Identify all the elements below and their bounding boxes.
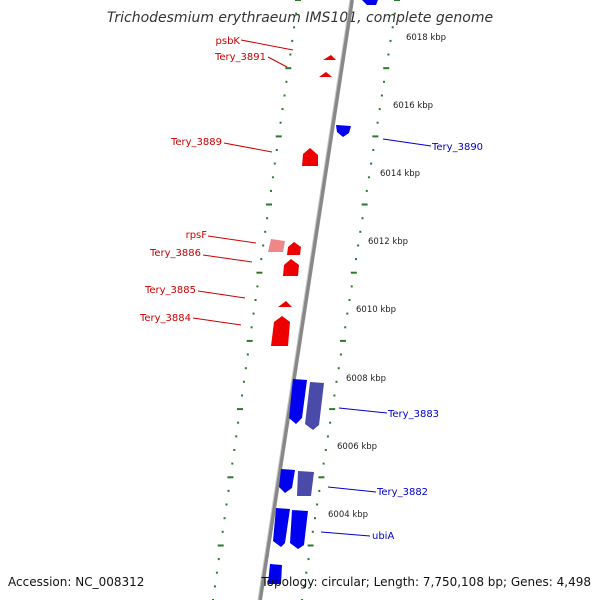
forward-genes — [268, 55, 336, 346]
leader-line — [382, 138, 432, 147]
gene-tery-3889[interactable] — [302, 148, 318, 166]
gene-label[interactable]: Tery_3883 — [387, 409, 439, 420]
gene-ubiA-b[interactable] — [290, 510, 308, 549]
map-title: Trichodesmium erythraeum IMS101, complet… — [107, 10, 493, 26]
leader-line — [320, 531, 371, 537]
gene-label[interactable]: Tery_3890 — [431, 142, 483, 153]
gene-label[interactable]: rpsF — [186, 230, 208, 241]
leader-line — [267, 56, 288, 68]
tick-label: 6012 kbp — [368, 237, 408, 247]
gene-bottom[interactable] — [268, 564, 282, 584]
gene-label[interactable]: Tery_3889 — [170, 137, 222, 148]
gene-rpsF[interactable] — [268, 239, 285, 252]
leader-line — [223, 142, 273, 153]
reverse-gene-labels: Tery_3890 Tery_3883 Tery_3882 ubiA — [320, 138, 483, 542]
gene-psbK[interactable] — [323, 55, 336, 60]
kbp-ticks: 6018 kbp 6016 kbp 6014 kbp 6012 kbp 6010… — [328, 33, 446, 520]
leader-line — [327, 486, 377, 493]
genome-backbone — [258, 0, 354, 600]
tick-label: 6008 kbp — [346, 374, 386, 384]
leader-line — [192, 317, 242, 326]
leader-line — [240, 39, 294, 51]
reverse-genes — [268, 0, 378, 584]
gene-tery-3890[interactable] — [336, 125, 351, 137]
gene-label[interactable]: Tery_3884 — [139, 313, 191, 324]
accession-text: Accession: NC_008312 — [8, 575, 144, 589]
tick-label: 6006 kbp — [337, 442, 377, 452]
gene-label[interactable]: psbK — [216, 36, 241, 47]
tick-label: 6014 kbp — [380, 169, 420, 179]
gene-tery-3886[interactable] — [287, 242, 301, 255]
tick-label: 6004 kbp — [328, 510, 368, 520]
gene-label[interactable]: ubiA — [372, 531, 394, 542]
gene-top-fragment[interactable] — [362, 0, 378, 5]
gene-tery-3883a[interactable] — [289, 379, 307, 424]
gene-ubiA-a[interactable] — [273, 508, 290, 547]
leader-line — [202, 254, 253, 263]
gene-label[interactable]: Tery_3882 — [376, 487, 428, 498]
gene-tery-3891[interactable] — [319, 72, 332, 77]
leader-line — [338, 407, 388, 414]
right-dotted-track — [301, 0, 400, 600]
backbone-highlight — [257, 0, 351, 600]
gene-label[interactable]: Tery_3886 — [149, 248, 201, 259]
gene-label[interactable]: Tery_3885 — [144, 285, 196, 296]
gene-tery-3882b[interactable] — [297, 471, 314, 496]
tick-label: 6010 kbp — [356, 305, 396, 315]
left-dotted-track — [212, 0, 301, 600]
gene-tery-3882a[interactable] — [279, 469, 295, 493]
gene-tery-3883b[interactable] — [305, 382, 324, 430]
gene-tery-3884[interactable] — [271, 316, 290, 346]
forward-gene-labels: psbK Tery_3891 Tery_3889 rpsF Tery_3886 … — [139, 36, 294, 326]
leader-line — [207, 235, 257, 244]
gene-tery-3884a[interactable] — [278, 301, 292, 307]
gene-label[interactable]: Tery_3891 — [214, 52, 266, 63]
leader-line — [197, 290, 246, 299]
genome-summary: Topology: circular; Length: 7,750,108 bp… — [260, 575, 591, 589]
tick-label: 6016 kbp — [393, 101, 433, 111]
tick-label: 6018 kbp — [406, 33, 446, 43]
gene-tery-3885[interactable] — [283, 259, 299, 276]
